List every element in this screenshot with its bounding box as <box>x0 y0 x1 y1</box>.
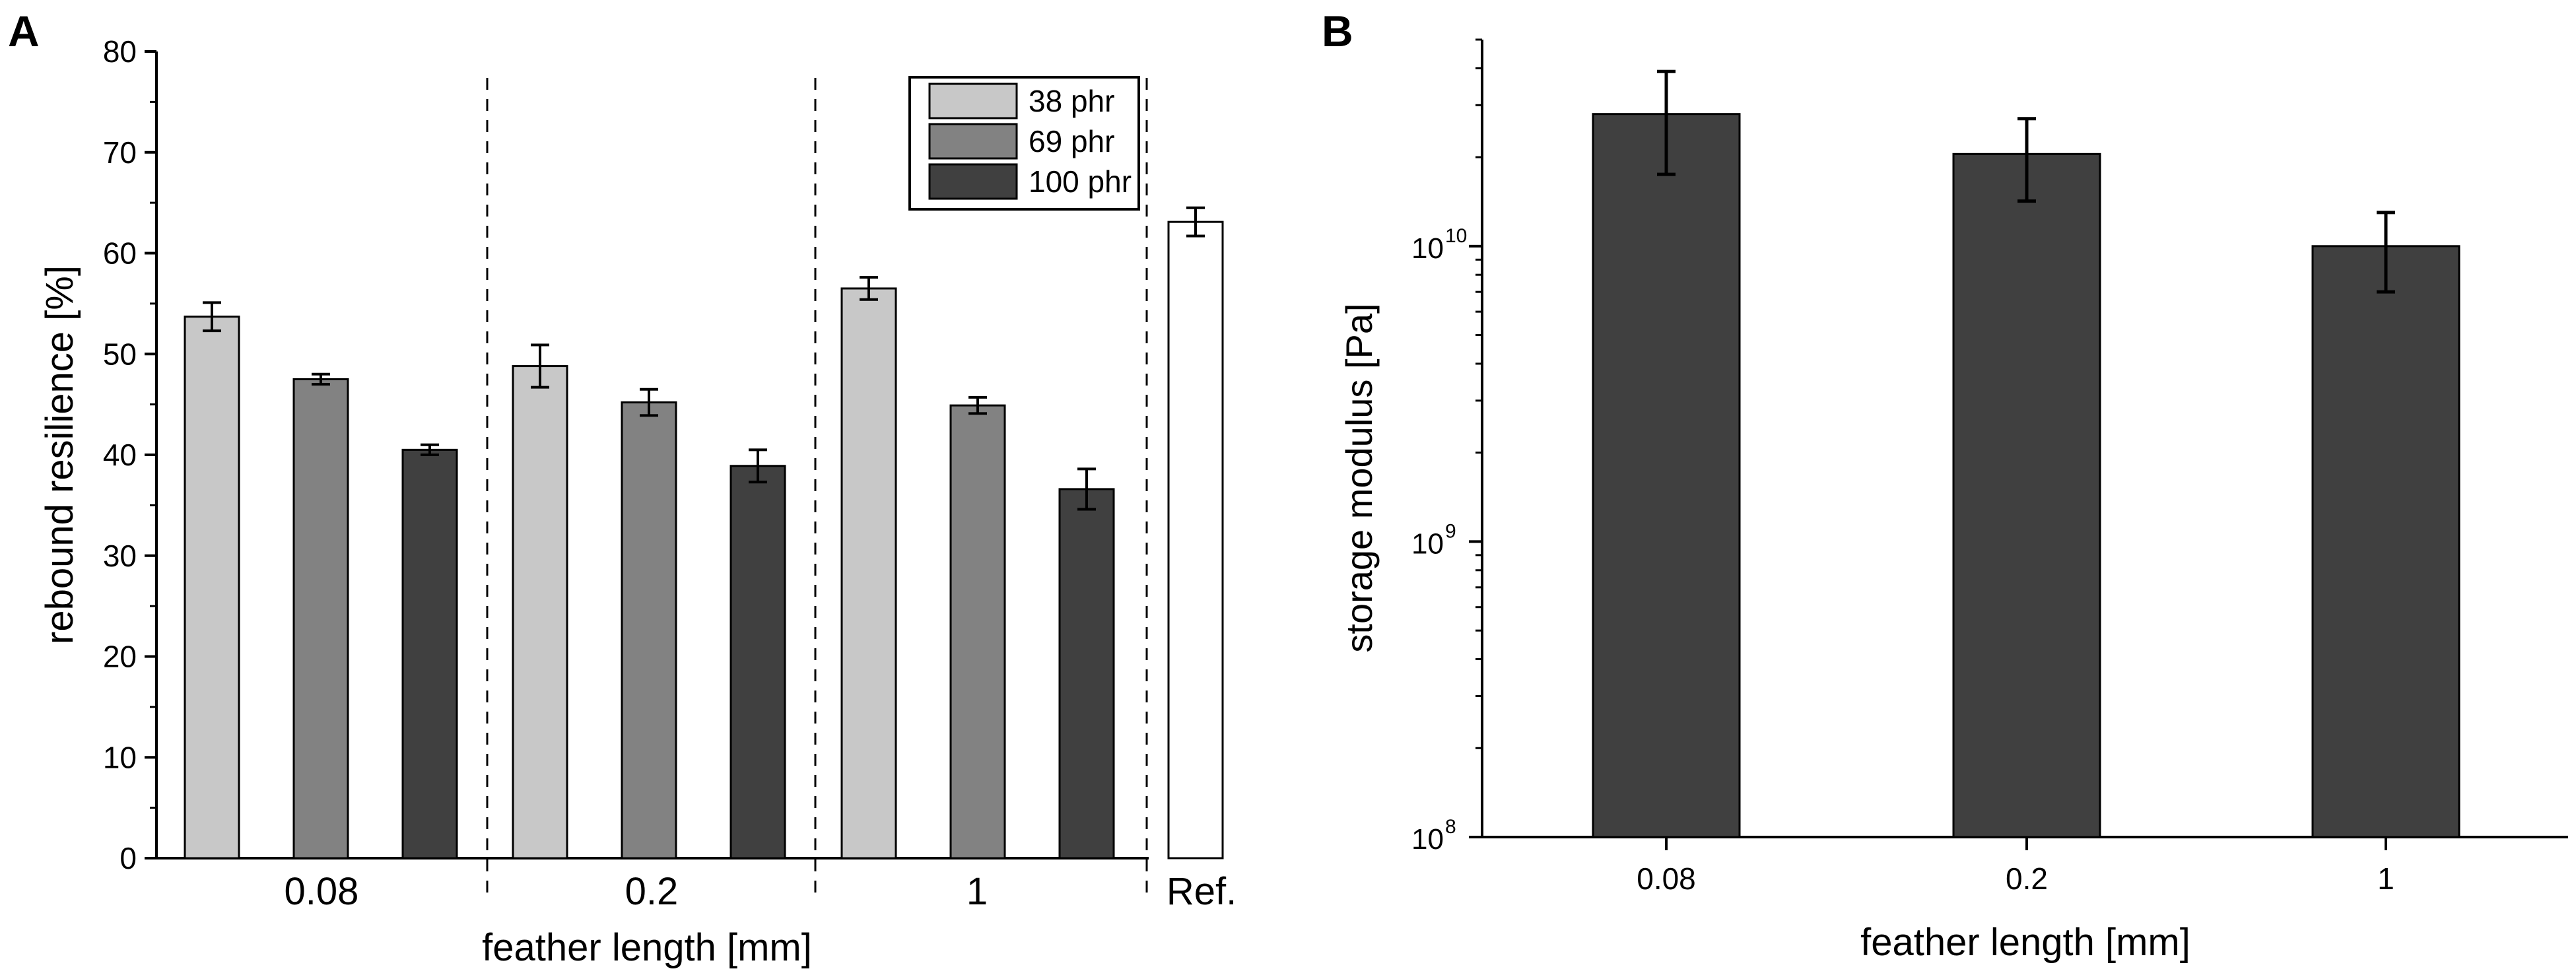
panel-b-label: B <box>1322 7 1353 55</box>
panel-a-ref-bar <box>1167 220 1224 859</box>
panel-a-group-label: 0.2 <box>625 870 679 913</box>
panel-a-y-tick-label: 80 <box>103 34 137 69</box>
panel-a-group-label: 0.08 <box>285 870 359 913</box>
panel-a-y-tick-label: 20 <box>103 640 137 674</box>
panel-b-bar <box>1952 152 2101 838</box>
panel-a-legend-swatch <box>928 123 1018 160</box>
panel-a-y-tick-label: 40 <box>103 438 137 472</box>
panel-a-y-tick-label: 70 <box>103 135 137 170</box>
panel-a-label: A <box>8 7 40 55</box>
panel-b-bar <box>1592 113 1741 838</box>
panel-a-legend: 38 phr 69 phr 100 phr <box>908 76 1140 211</box>
panel-b-x-axis-title: feather length [mm] <box>1860 921 2190 964</box>
panel-a-bar <box>621 401 677 859</box>
panel-a-bar <box>949 404 1006 859</box>
panel-a-y-tick-label: 50 <box>103 337 137 371</box>
panel-a-legend-swatch <box>928 163 1018 200</box>
panel-b-y-axis-title: storage modulus [Pa] <box>1338 303 1380 652</box>
panel-b-x-tick-label: 0.2 <box>2006 861 2048 896</box>
panel-b-bar <box>2311 245 2460 838</box>
panel-a-y-tick-label: 0 <box>119 841 137 875</box>
panel-a-group-label: 1 <box>966 870 988 913</box>
panel-b-y-tick-label-base: 10 <box>1411 527 1444 560</box>
panel-a-legend-label: 100 phr <box>1029 164 1132 199</box>
panel-a: A 0 10 20 30 40 50 60 70 80 0.08 0.2 1 Ref. feather l… <box>8 7 1237 969</box>
panel-a-group-label: Ref. <box>1167 870 1237 913</box>
panel-a-y-tick-label: 60 <box>103 236 137 271</box>
panel-a-axes: 0 10 20 30 40 50 60 70 80 0.08 0.2 1 Ref. feather len… <box>38 34 1237 969</box>
panel-a-legend-label: 69 phr <box>1029 124 1114 158</box>
panel-a-y-tick-label: 10 <box>103 740 137 774</box>
panel-a-legend-label: 38 phr <box>1029 84 1114 118</box>
panel-b-x-tick-label: 1 <box>2377 861 2394 896</box>
panel-a-bar <box>292 378 349 859</box>
panel-a-bar <box>184 316 240 859</box>
panel-b-y-tick-label-exponent: 10 <box>1445 225 1467 247</box>
panel-b-y-tick-label-base: 10 <box>1411 232 1444 265</box>
panel-b-x-tick-label: 0.08 <box>1637 861 1696 896</box>
panel-b-bars <box>1592 69 2460 838</box>
panel-b-y-tick-label-exponent: 9 <box>1445 520 1456 542</box>
panel-b-y-tick-label-exponent: 8 <box>1445 816 1456 838</box>
panel-a-y-tick-label: 30 <box>103 539 137 573</box>
panel-a-bar <box>512 365 568 859</box>
panel-a-bar <box>729 465 786 859</box>
panel-a-bar <box>840 287 897 859</box>
panel-a-x-axis-title: feather length [mm] <box>482 926 812 969</box>
panel-b-y-tick-label-base: 10 <box>1411 823 1444 856</box>
panel-a-legend-swatch <box>928 83 1018 119</box>
panel-a-bar <box>1058 488 1115 859</box>
panel-a-y-axis-title: rebound resilience [%] <box>38 265 81 644</box>
panel-a-bars <box>184 206 1224 859</box>
panel-a-bar <box>401 448 458 859</box>
